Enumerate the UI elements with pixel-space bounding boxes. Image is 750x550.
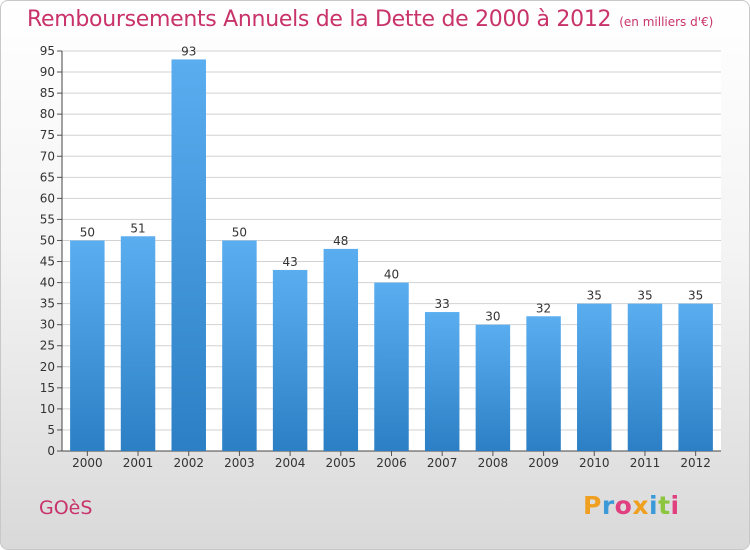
y-tick-label: 90	[40, 65, 55, 79]
bar-value-label: 35	[688, 289, 703, 303]
bar-value-label: 50	[80, 225, 95, 239]
chart-subtitle: (en milliers d'€)	[619, 15, 714, 29]
x-tick-label: 2011	[630, 456, 661, 470]
bar-value-label: 35	[637, 289, 652, 303]
x-tick-label: 2004	[275, 456, 306, 470]
bar	[577, 303, 612, 451]
bar-value-label: 32	[536, 301, 551, 315]
y-tick-label: 85	[40, 86, 55, 100]
chart-title-text: Remboursements Annuels de la Dette de 20…	[27, 7, 612, 32]
bar-value-label: 33	[435, 297, 450, 311]
y-tick-label: 95	[40, 44, 55, 58]
y-tick-label: 5	[47, 423, 55, 437]
bar-value-label: 30	[485, 310, 500, 324]
y-tick-label: 75	[40, 128, 55, 142]
brand-letter: i	[649, 491, 659, 520]
bar	[222, 240, 257, 451]
brand-letter: x	[632, 491, 649, 520]
y-tick-label: 80	[40, 107, 55, 121]
y-tick-label: 60	[40, 191, 55, 205]
x-tick-label: 2001	[123, 456, 154, 470]
chart-title: Remboursements Annuels de la Dette de 20…	[27, 7, 713, 32]
y-tick-label: 35	[40, 297, 55, 311]
brand-logo: Proxiti	[583, 491, 680, 520]
x-tick-label: 2005	[326, 456, 357, 470]
y-tick-label: 30	[40, 318, 55, 332]
bar	[70, 240, 105, 451]
brand-letter: o	[614, 491, 633, 520]
y-tick-label: 55	[40, 212, 55, 226]
x-tick-label: 2006	[376, 456, 407, 470]
bar	[272, 269, 308, 451]
bar	[678, 303, 713, 451]
brand-letter: t	[658, 491, 671, 520]
brand-letter: P	[583, 491, 602, 520]
y-tick-label: 65	[40, 170, 55, 184]
bar-value-label: 48	[333, 234, 348, 248]
x-tick-label: 2009	[528, 456, 559, 470]
brand-letter: i	[670, 491, 680, 520]
x-tick-label: 2008	[478, 456, 509, 470]
bar-value-label: 40	[384, 268, 399, 282]
bar	[120, 236, 156, 451]
y-tick-label: 70	[40, 149, 55, 163]
brand-letter: r	[601, 491, 615, 520]
bar	[475, 324, 511, 451]
x-tick-label: 2007	[427, 456, 458, 470]
bar	[323, 248, 359, 451]
y-tick-label: 50	[40, 233, 55, 247]
bar	[374, 282, 409, 451]
bar-value-label: 50	[232, 225, 247, 239]
bar-value-label: 93	[181, 44, 196, 58]
y-tick-label: 40	[40, 276, 55, 290]
bar	[526, 316, 561, 451]
x-tick-label: 2012	[680, 456, 711, 470]
bar-value-label: 51	[130, 221, 145, 235]
bar-value-label: 43	[282, 255, 297, 269]
y-tick-label: 15	[40, 381, 55, 395]
y-tick-label: 45	[40, 255, 55, 269]
x-tick-label: 2010	[579, 456, 610, 470]
y-tick-label: 20	[40, 360, 55, 374]
y-tick-label: 0	[47, 444, 55, 458]
y-tick-label: 25	[40, 339, 55, 353]
x-tick-label: 2002	[173, 456, 204, 470]
bar	[171, 59, 206, 451]
bar-value-label: 35	[587, 289, 602, 303]
y-tick-label: 10	[40, 402, 55, 416]
x-tick-label: 2000	[72, 456, 103, 470]
commune-name: GOèS	[39, 497, 93, 519]
bar	[424, 312, 460, 451]
bar	[627, 303, 663, 451]
x-tick-label: 2003	[224, 456, 255, 470]
